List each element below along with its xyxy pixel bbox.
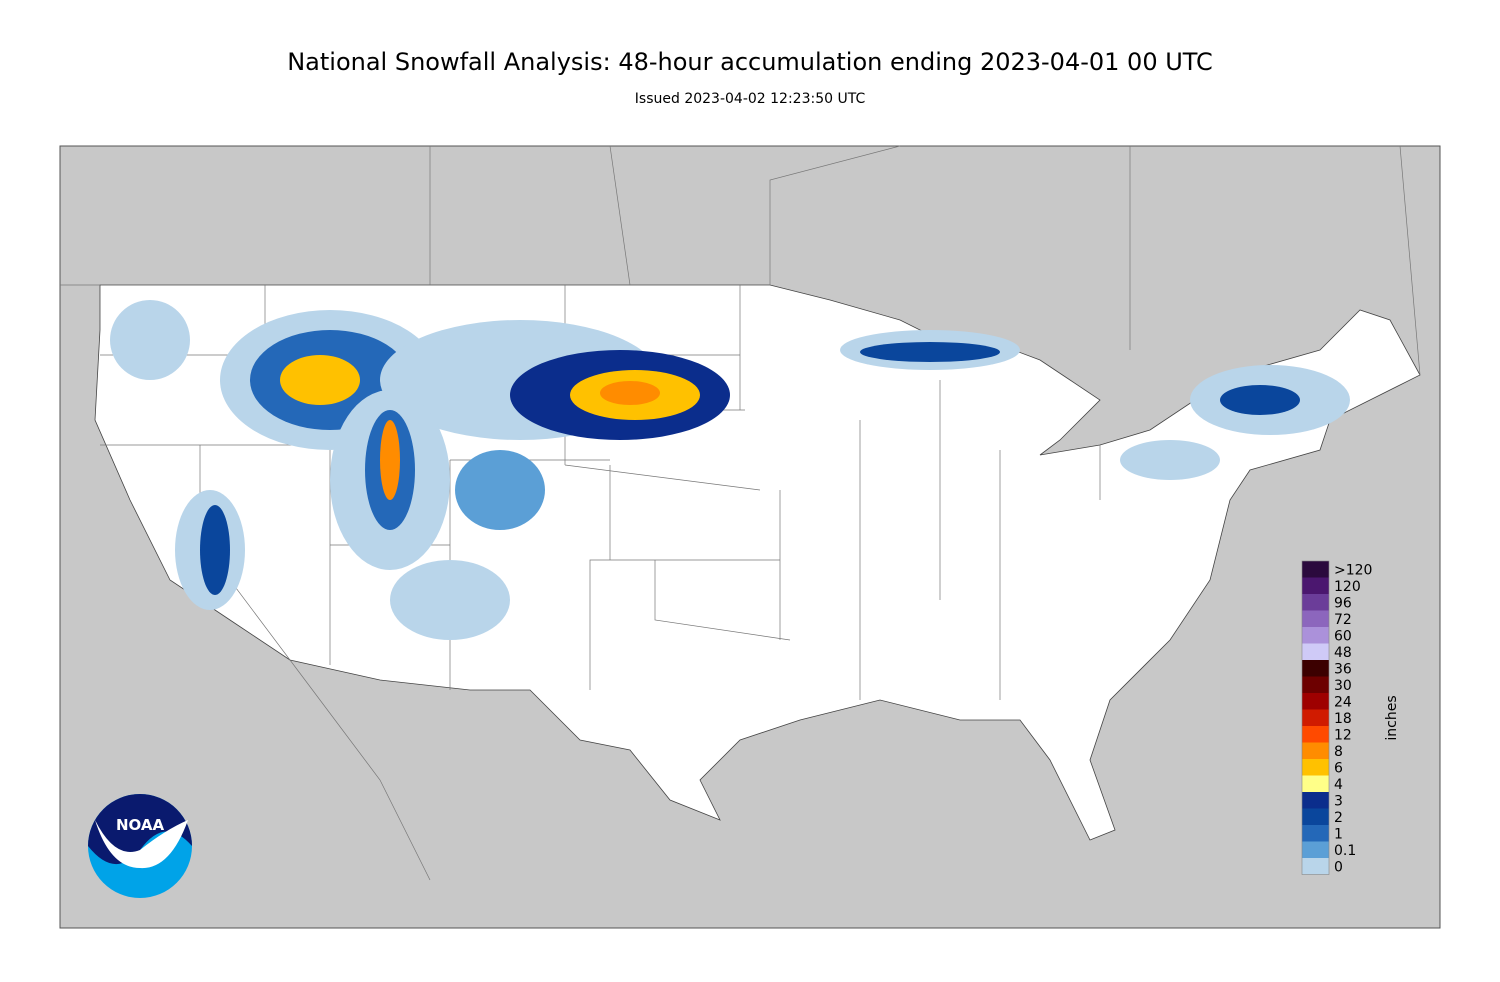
legend-label: 72 [1334, 612, 1352, 628]
legend-label: 1 [1334, 826, 1343, 842]
legend-label: 12 [1334, 727, 1352, 743]
borders [60, 145, 1421, 881]
legend-label: 60 [1334, 628, 1352, 644]
legend-swatch [1302, 841, 1329, 858]
legend-label: 18 [1334, 711, 1352, 727]
legend-swatch [1302, 561, 1329, 578]
legend-label: 96 [1334, 595, 1352, 611]
legend-swatch [1302, 775, 1329, 792]
legend-swatch [1302, 660, 1329, 677]
legend-label: 0 [1334, 859, 1343, 875]
snow-areas [110, 300, 1350, 640]
legend-unit: inches [1384, 695, 1400, 740]
legend-swatch [1302, 627, 1329, 644]
legend-swatch [1302, 643, 1329, 660]
legend-swatch [1302, 858, 1329, 875]
legend-label: 36 [1334, 661, 1352, 677]
legend-swatch [1302, 594, 1329, 611]
legend-swatch [1302, 759, 1329, 776]
legend-swatch [1302, 792, 1329, 809]
legend-frame [1301, 560, 1330, 875]
legend-swatch [1302, 577, 1329, 594]
logo-text: NOAA [116, 816, 165, 834]
subtitle: Issued 2023-04-02 12:23:50 UTC [635, 91, 866, 107]
legend-label: 0.1 [1334, 843, 1356, 859]
legend-label: 48 [1334, 645, 1352, 661]
legend: inches >1201209672604836302418128643210.… [1301, 560, 1400, 875]
legend-label: >120 [1334, 562, 1372, 578]
legend-label: 24 [1334, 694, 1352, 710]
legend-label: 2 [1334, 810, 1343, 826]
legend-label: 30 [1334, 678, 1352, 694]
legend-label: 3 [1334, 793, 1343, 809]
legend-swatch [1302, 742, 1329, 759]
legend-swatch [1302, 825, 1329, 842]
legend-label: 6 [1334, 760, 1343, 776]
legend-swatch [1302, 693, 1329, 710]
legend-swatch [1302, 808, 1329, 825]
map [59, 145, 1441, 929]
legend-label: 8 [1334, 744, 1343, 760]
legend-label: 4 [1334, 777, 1343, 793]
title: National Snowfall Analysis: 48-hour accu… [287, 48, 1213, 76]
legend-swatch [1302, 709, 1329, 726]
legend-label: 120 [1334, 579, 1361, 595]
noaa-logo: NOAA [88, 794, 192, 898]
legend-swatch [1302, 676, 1329, 693]
legend-swatch [1302, 726, 1329, 743]
legend-swatch [1302, 610, 1329, 627]
